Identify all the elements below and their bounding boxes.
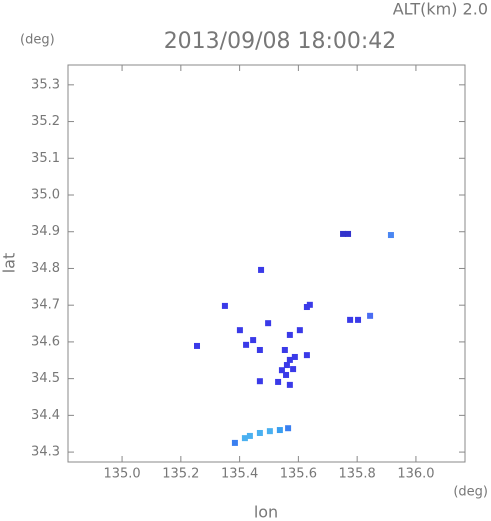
x-unit: (deg) (453, 485, 488, 500)
y-unit: (deg) (20, 33, 55, 48)
echo-point (256, 429, 263, 436)
echo-point (194, 342, 201, 349)
echo-point (367, 312, 374, 319)
x-tick-label: 135.6 (280, 467, 317, 482)
echo-point (296, 327, 303, 334)
x-tick-label: 135.8 (339, 467, 376, 482)
y-tick-label: 34.4 (31, 408, 60, 423)
echo-point (236, 327, 243, 334)
x-tick-label: 135.0 (103, 467, 140, 482)
y-tick-label: 34.7 (31, 298, 60, 313)
echo-point (221, 302, 228, 309)
echo-point (250, 337, 257, 344)
echo-point (276, 427, 283, 434)
echo-point (290, 366, 297, 373)
y-tick-label: 35.2 (31, 114, 60, 129)
echo-point (303, 352, 310, 359)
y-tick-label: 34.6 (31, 334, 60, 349)
echo-point (285, 425, 292, 432)
echo-point (246, 432, 253, 439)
echo-point (345, 230, 352, 237)
echo-point (231, 439, 238, 446)
echo-point (347, 316, 354, 323)
y-axis-label: lat (0, 253, 19, 274)
x-tick-label: 135.2 (162, 467, 199, 482)
echo-point (281, 346, 288, 353)
echo-point (306, 301, 313, 308)
echo-point (243, 341, 250, 348)
echo-point (256, 378, 263, 385)
echo-point (286, 356, 293, 363)
y-tick-label: 34.5 (31, 371, 60, 386)
x-tick-label: 136.0 (397, 467, 434, 482)
echo-point (286, 381, 293, 388)
echo-point (291, 353, 298, 360)
plot-frame (67, 64, 466, 463)
x-tick-label: 135.4 (221, 467, 258, 482)
echo-point (265, 320, 272, 327)
y-tick-label: 34.9 (31, 224, 60, 239)
altitude-label: ALT(km) 2.0 (393, 0, 488, 19)
echo-point (283, 371, 290, 378)
y-tick-label: 35.0 (31, 188, 60, 203)
echo-point (340, 230, 347, 237)
echo-point (256, 346, 263, 353)
echo-point (283, 362, 290, 369)
chart-title: 2013/09/08 18:00:42 (164, 29, 397, 54)
echo-point (286, 331, 293, 338)
y-tick-label: 34.8 (31, 261, 60, 276)
y-tick-label: 35.1 (31, 151, 60, 166)
echo-point (387, 232, 394, 239)
echo-point (258, 266, 265, 273)
echo-point (266, 428, 273, 435)
echo-point (241, 435, 248, 442)
echo-point (275, 378, 282, 385)
x-axis-label: lon (254, 503, 278, 521)
echo-point (278, 367, 285, 374)
y-tick-label: 35.3 (31, 77, 60, 92)
y-tick-label: 34.3 (31, 445, 60, 460)
echo-point (355, 316, 362, 323)
